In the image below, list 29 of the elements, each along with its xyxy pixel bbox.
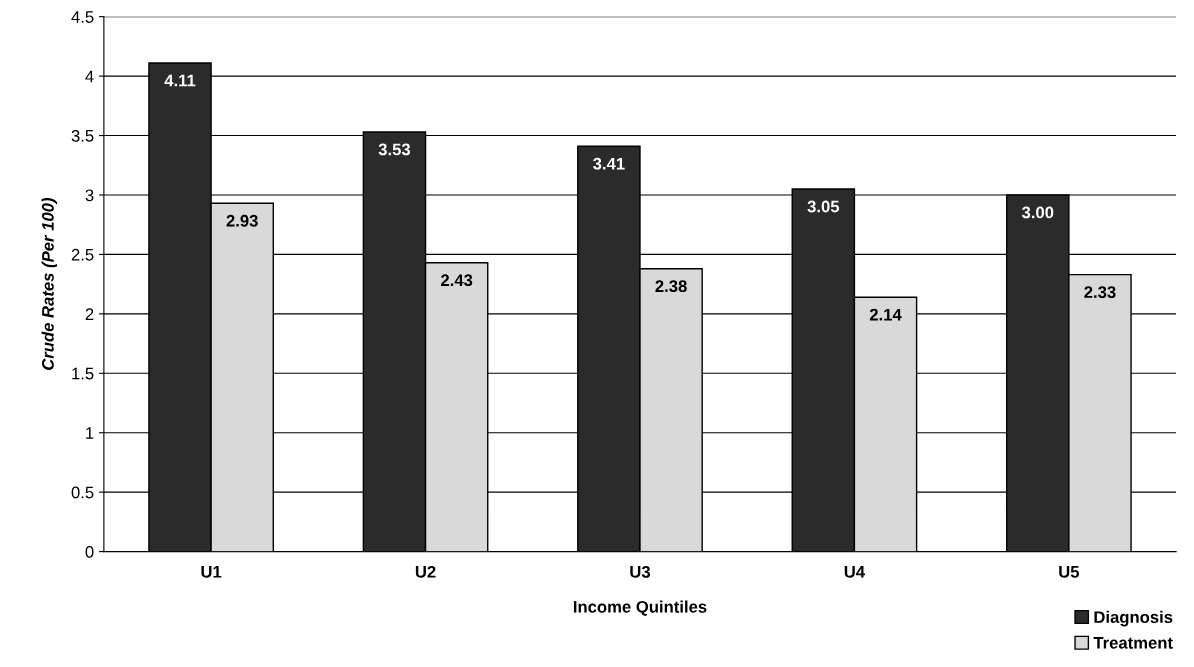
y-tick-label: 3 [85,189,94,202]
y-tick-label: 1 [86,427,94,439]
data-label: 2.33 [1084,286,1116,299]
legend-label: Treatment [1093,637,1173,649]
x-tick-label: U4 [844,566,865,578]
x-axis-title: Income Quintiles [573,600,707,616]
y-tick-label: 0.5 [71,486,94,499]
data-label: 3.53 [378,143,411,156]
data-label: 3.05 [807,200,840,213]
y-tick-label: 1.5 [72,367,94,380]
y-tick-label: 2.5 [71,248,94,261]
data-label: 4.11 [164,74,196,87]
data-label: 3.41 [593,157,625,170]
y-tick-label: 4.5 [71,11,94,23]
data-label: 2.38 [655,280,687,293]
x-tick-label: U1 [201,566,222,578]
x-tick-label: U5 [1059,566,1080,578]
data-label: 3.00 [1021,206,1054,219]
data-label: 2.14 [869,308,902,321]
data-label: 2.93 [226,214,258,227]
x-tick-label: U2 [415,565,436,578]
y-tick-label: 3.5 [71,129,94,142]
y-tick-label: 4 [85,70,94,83]
x-tick-label: U3 [630,565,651,578]
y-tick-label: 2 [85,308,94,320]
y-axis-title: Crude Rates (Per 100) [41,198,58,370]
data-label: 2.43 [441,274,473,287]
legend-label: Diagnosis [1094,610,1173,627]
y-tick-label: 0 [85,546,94,558]
